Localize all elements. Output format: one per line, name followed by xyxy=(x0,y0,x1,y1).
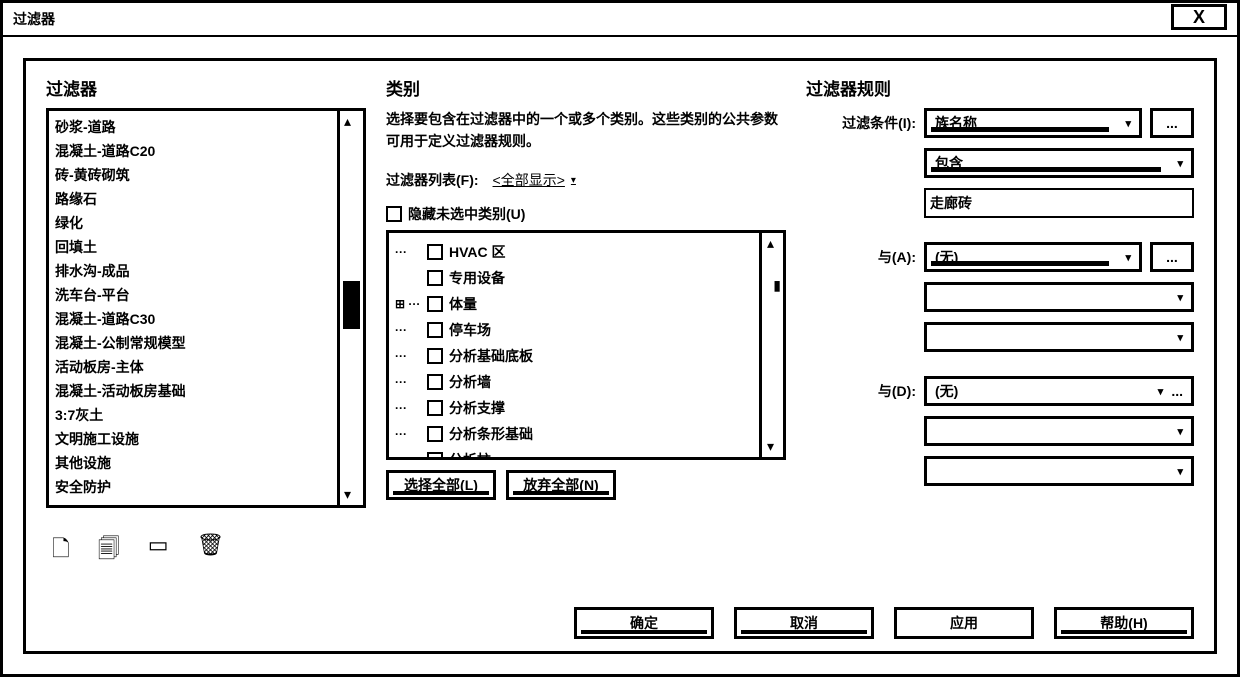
close-button[interactable]: X xyxy=(1171,4,1227,30)
category-item[interactable]: 专用设备 xyxy=(395,265,753,291)
scrollbar[interactable]: ▴ ▾ xyxy=(337,111,363,505)
filter-item[interactable]: 洗车台-平台 xyxy=(55,283,331,307)
categories-scrollbar[interactable]: ▴ ▮ ▾ xyxy=(759,233,783,457)
filter-dialog: 过滤器 X 过滤器 砂浆-道路 混凝土-道路C20 砖-黄砖砌筑 路缘石 绿化 … xyxy=(0,0,1240,677)
filter-item[interactable]: 其他设施 xyxy=(55,451,331,475)
categories-column: 类别 选择要包含在过滤器中的一个或多个类别。这些类别的公共参数可用于定义过滤器规… xyxy=(386,75,786,589)
titlebar: 过滤器 X xyxy=(3,3,1237,37)
ok-button[interactable]: 确定 xyxy=(574,607,714,639)
categories-listbox[interactable]: ···HVAC 区 专用设备 ⊞ ···体量 ···停车场 ···分析基础底板 … xyxy=(386,230,786,460)
chevron-down-icon: ▾ xyxy=(1125,117,1131,130)
chevron-down-icon: ▾ xyxy=(1158,385,1164,398)
filters-title: 过滤器 xyxy=(46,75,366,100)
scroll-down-icon[interactable]: ▾ xyxy=(767,438,774,455)
chevron-down-icon: ▾ xyxy=(1177,157,1183,170)
select-none-button[interactable]: 放弃全部(N) xyxy=(506,470,616,500)
and2-op-dropdown[interactable]: ▾ xyxy=(924,416,1194,446)
category-checkbox[interactable] xyxy=(427,296,443,312)
filter-item[interactable]: 砖-黄砖砌筑 xyxy=(55,163,331,187)
condition-op-dropdown[interactable]: 包含▾ xyxy=(924,148,1194,178)
chevron-down-icon: ▾ xyxy=(1177,331,1183,344)
categories-title: 类别 xyxy=(386,75,786,100)
hide-unchecked-checkbox[interactable] xyxy=(386,206,402,222)
filter-item[interactable]: 绿化 xyxy=(55,211,331,235)
category-item[interactable]: 分析柱 xyxy=(395,447,753,457)
category-item[interactable]: ···分析墙 xyxy=(395,369,753,395)
filter-list-dropdown[interactable]: <全部显示> ▾ xyxy=(487,166,587,194)
select-all-button[interactable]: 选择全部(L) xyxy=(386,470,496,500)
chevron-down-icon: ▾ xyxy=(1177,465,1183,478)
scroll-up-icon[interactable]: ▴ xyxy=(767,235,774,252)
delete-filter-icon[interactable]: 🗑 xyxy=(196,532,224,570)
chevron-down-icon: ▾ xyxy=(1177,425,1183,438)
condition-value-input[interactable]: 走廊砖 xyxy=(924,188,1194,218)
filter-item[interactable]: 混凝土-活动板房基础 xyxy=(55,379,331,403)
filter-item[interactable]: 3:7灰土 xyxy=(55,403,331,427)
filter-item[interactable]: 混凝土-道路C20 xyxy=(55,139,331,163)
category-item[interactable]: ···分析基础底板 xyxy=(395,343,753,369)
and2-param-dropdown[interactable]: (无)▾... xyxy=(924,376,1194,406)
condition-param-dropdown[interactable]: 族名称▾ xyxy=(924,108,1142,138)
apply-button[interactable]: 应用 xyxy=(894,607,1034,639)
rules-column: 过滤器规则 过滤条件(I): 族名称▾ ... 包含▾ 走廊砖 与(A): (无… xyxy=(806,75,1194,589)
chevron-down-icon: ▾ xyxy=(1177,291,1183,304)
scroll-down-icon[interactable]: ▾ xyxy=(344,486,351,503)
and2-browse-inline: ... xyxy=(1171,383,1183,399)
category-checkbox[interactable] xyxy=(427,322,443,338)
and1-label: 与(A): xyxy=(806,247,916,267)
category-checkbox[interactable] xyxy=(427,400,443,416)
help-button[interactable]: 帮助(H) xyxy=(1054,607,1194,639)
filters-listbox[interactable]: 砂浆-道路 混凝土-道路C20 砖-黄砖砌筑 路缘石 绿化 回填土 排水沟-成品… xyxy=(46,108,366,508)
and2-label: 与(D): xyxy=(806,381,916,401)
filter-toolbar: 🗋 🗐 ▭ 🗑 xyxy=(46,532,366,570)
content-frame: 过滤器 砂浆-道路 混凝土-道路C20 砖-黄砖砌筑 路缘石 绿化 回填土 排水… xyxy=(23,58,1217,654)
and1-param-dropdown[interactable]: (无)▾ xyxy=(924,242,1142,272)
chevron-down-icon: ▾ xyxy=(571,175,576,186)
scroll-up-icon[interactable]: ▴ xyxy=(344,113,351,130)
category-checkbox[interactable] xyxy=(427,452,443,457)
chevron-down-icon: ▾ xyxy=(1125,251,1131,264)
filter-item[interactable]: 混凝土-公制常规模型 xyxy=(55,331,331,355)
hide-unchecked-label: 隐藏未选中类别(U) xyxy=(408,204,525,224)
window-title: 过滤器 xyxy=(13,9,1171,29)
category-item[interactable]: ···HVAC 区 xyxy=(395,239,753,265)
filter-item[interactable]: 排水沟-成品 xyxy=(55,259,331,283)
and1-browse-button[interactable]: ... xyxy=(1150,242,1194,272)
filters-column: 过滤器 砂浆-道路 混凝土-道路C20 砖-黄砖砌筑 路缘石 绿化 回填土 排水… xyxy=(46,75,366,589)
rules-title: 过滤器规则 xyxy=(806,75,1194,100)
scroll-thumb[interactable] xyxy=(343,281,360,329)
scroll-marker-icon: ▮ xyxy=(773,277,781,294)
category-checkbox[interactable] xyxy=(427,374,443,390)
condition-browse-button[interactable]: ... xyxy=(1150,108,1194,138)
condition-label: 过滤条件(I): xyxy=(806,113,916,133)
filter-item[interactable]: 混凝土-道路C30 xyxy=(55,307,331,331)
filter-item[interactable]: 路缘石 xyxy=(55,187,331,211)
filter-item[interactable]: 砂浆-道路 xyxy=(55,115,331,139)
category-item[interactable]: ···停车场 xyxy=(395,317,753,343)
and1-op-dropdown[interactable]: ▾ xyxy=(924,282,1194,312)
filter-item[interactable]: 活动板房-主体 xyxy=(55,355,331,379)
filters-list: 砂浆-道路 混凝土-道路C20 砖-黄砖砌筑 路缘石 绿化 回填土 排水沟-成品… xyxy=(49,111,337,505)
filter-item[interactable]: 安全防护 xyxy=(55,475,331,499)
cancel-button[interactable]: 取消 xyxy=(734,607,874,639)
new-filter-icon[interactable]: 🗋 xyxy=(52,532,70,570)
and2-value-input[interactable]: ▾ xyxy=(924,456,1194,486)
dialog-buttons: 确定 取消 应用 帮助(H) xyxy=(574,607,1194,639)
and1-value-input[interactable]: ▾ xyxy=(924,322,1194,352)
filter-item[interactable]: 文明施工设施 xyxy=(55,427,331,451)
category-checkbox[interactable] xyxy=(427,348,443,364)
category-checkbox[interactable] xyxy=(427,426,443,442)
rename-filter-icon[interactable]: ▭ xyxy=(148,532,169,570)
category-item[interactable]: ⊞ ···体量 xyxy=(395,291,753,317)
filter-list-label: 过滤器列表(F): xyxy=(386,170,479,190)
category-item[interactable]: ···分析支撑 xyxy=(395,395,753,421)
copy-filter-icon[interactable]: 🗐 xyxy=(98,532,120,570)
category-checkbox[interactable] xyxy=(427,244,443,260)
category-checkbox[interactable] xyxy=(427,270,443,286)
category-item[interactable]: ···分析条形基础 xyxy=(395,421,753,447)
categories-desc: 选择要包含在过滤器中的一个或多个类别。这些类别的公共参数可用于定义过滤器规则。 xyxy=(386,108,786,152)
filter-item[interactable]: 回填土 xyxy=(55,235,331,259)
